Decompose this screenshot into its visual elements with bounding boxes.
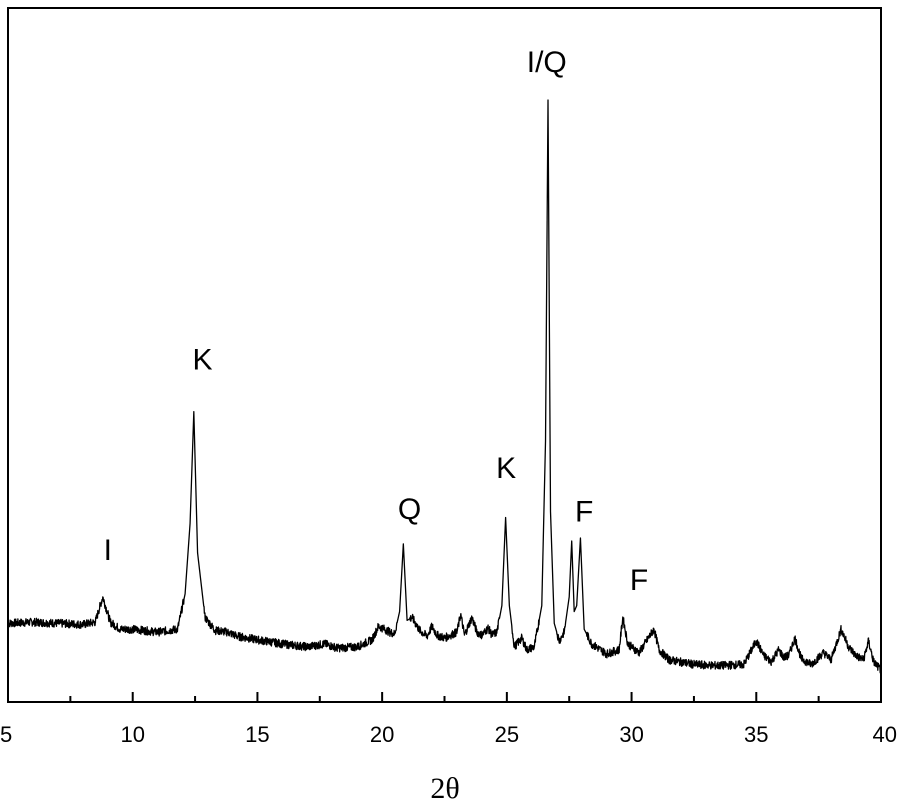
x-tick-label: 40	[873, 722, 897, 747]
x-axis-ticks	[7, 692, 882, 702]
x-axis-tick-labels: 5 10 15 20 25 30 35 40	[0, 722, 897, 747]
x-tick-label: 20	[370, 722, 394, 747]
x-axis-label: 2θ	[430, 772, 459, 805]
plot-frame	[7, 7, 882, 703]
x-tick-label: 10	[120, 722, 144, 747]
x-tick-label: 30	[619, 722, 643, 747]
peak-label: I	[104, 534, 112, 567]
peak-label: F	[630, 564, 648, 597]
peak-label: F	[575, 496, 593, 529]
peak-label: K	[496, 452, 516, 485]
x-tick-label: 25	[495, 722, 519, 747]
peak-annotations: I K Q K I/Q F F	[104, 46, 649, 597]
peak-label: I/Q	[527, 46, 567, 79]
peak-label: K	[193, 343, 213, 376]
x-tick-label: 5	[0, 722, 12, 747]
x-tick-label: 15	[245, 722, 269, 747]
series-line	[7, 99, 882, 674]
peak-label: Q	[398, 493, 421, 526]
x-tick-label: 35	[744, 722, 768, 747]
